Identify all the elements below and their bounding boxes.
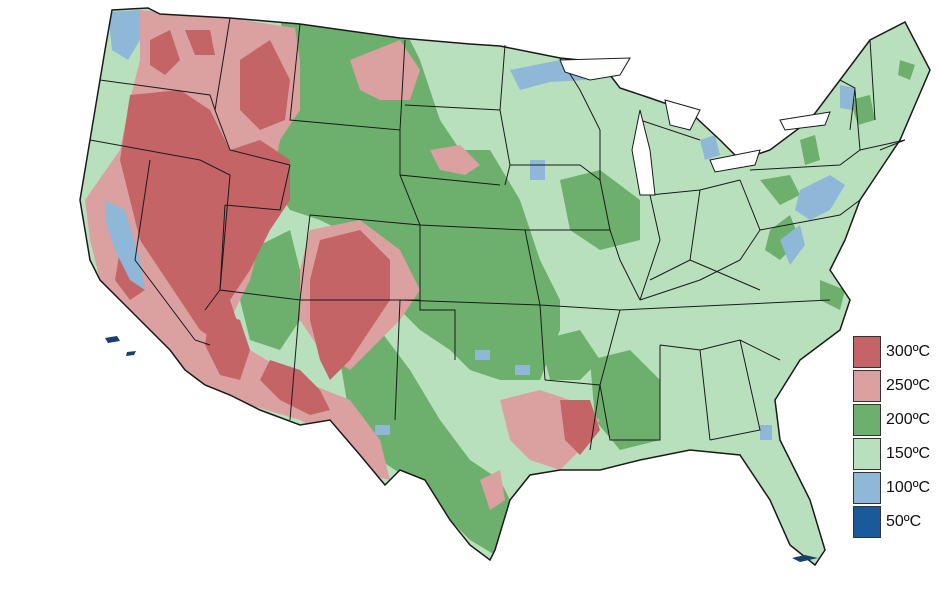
legend-label: 250ºC: [886, 377, 931, 394]
legend-item: 150ºC: [853, 437, 938, 471]
legend-swatch: [853, 472, 881, 504]
legend-label: 50ºC: [886, 513, 922, 530]
legend-label: 150ºC: [886, 445, 931, 462]
great-lakes: [559, 57, 831, 196]
zone-100: [105, 10, 855, 440]
legend-swatch: [853, 506, 881, 538]
legend-item: 200ºC: [853, 403, 938, 437]
legend-label: 300ºC: [886, 343, 931, 360]
legend-item: 100ºC: [853, 471, 938, 505]
legend-swatch: [853, 438, 881, 470]
legend-swatch: [853, 370, 881, 402]
islands: [105, 336, 818, 562]
legend-swatch: [853, 404, 881, 436]
temperature-zones: [85, 10, 915, 555]
legend-item: 250ºC: [853, 369, 938, 403]
legend-item: 50ºC: [853, 505, 938, 539]
legend: 300ºC 250ºC 200ºC 150ºC 100ºC 50ºC: [853, 335, 938, 539]
state-borders: [89, 17, 906, 451]
legend-swatch: [853, 336, 881, 368]
legend-item: 300ºC: [853, 335, 938, 369]
legend-label: 100ºC: [886, 479, 931, 496]
legend-label: 200ºC: [886, 411, 931, 428]
